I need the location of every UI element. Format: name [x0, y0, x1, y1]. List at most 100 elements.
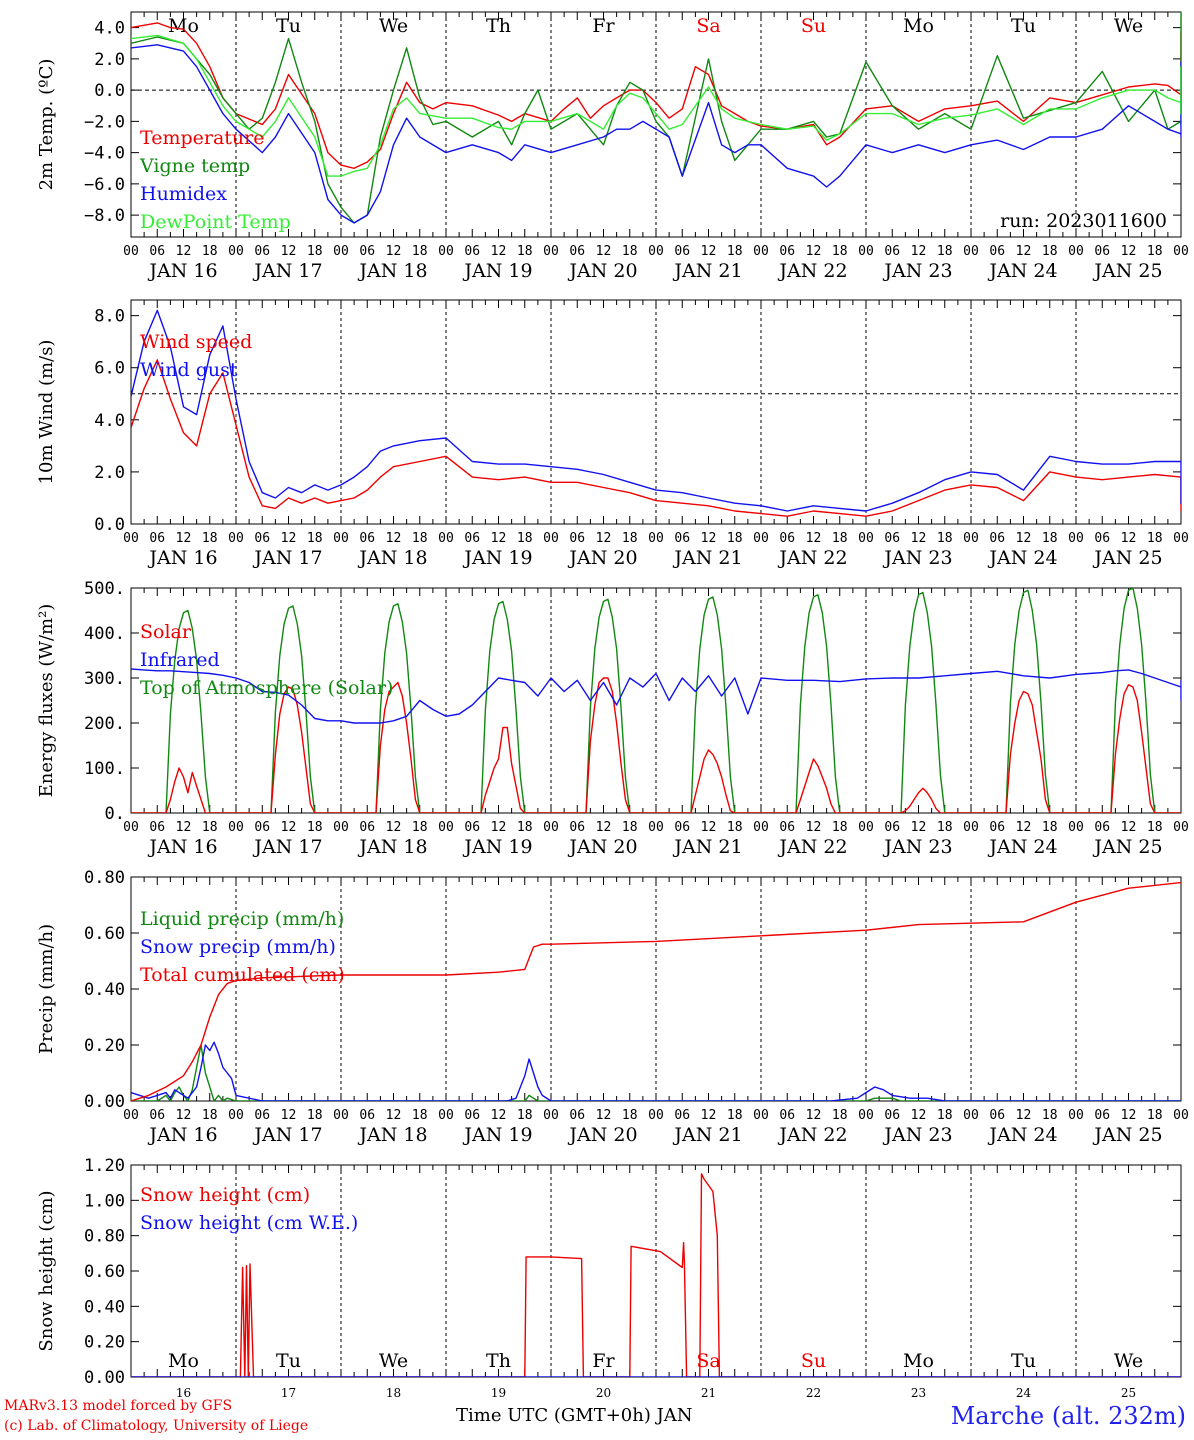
weekday-label: Tu	[1011, 15, 1036, 37]
day-label: JAN 20	[567, 1124, 637, 1146]
hour-tick-label: 18	[727, 531, 743, 546]
hour-tick-label: 00	[648, 1108, 664, 1123]
y-tick-label: 0.	[105, 804, 125, 824]
hour-tick-label: 18	[1042, 820, 1058, 835]
hour-tick-label: 12	[806, 1108, 822, 1123]
weekday-label: Tu	[276, 1350, 301, 1372]
hour-tick-label: 00	[1173, 1108, 1189, 1123]
series-line-top-of-atmosphere-solar-	[131, 588, 1181, 813]
y-axis-label: Precip (mm/h)	[36, 924, 57, 1054]
hour-tick-label: 06	[464, 244, 480, 259]
hour-tick-label: 06	[989, 531, 1005, 546]
day-number-label: 19	[491, 1386, 506, 1400]
y-tick-label: 500.	[84, 579, 125, 599]
y-tick-label: 6.0	[94, 359, 125, 379]
y-axis-label: Energy fluxes (W/m²)	[36, 604, 57, 798]
hour-tick-label: 00	[858, 531, 874, 546]
run-annotation: run: 2023011600	[1000, 210, 1167, 232]
day-label: JAN 23	[882, 260, 952, 282]
hour-tick-label: 00	[1068, 244, 1084, 259]
hour-tick-label: 12	[1121, 244, 1137, 259]
y-tick-label: 1.00	[84, 1191, 125, 1211]
day-label: JAN 18	[357, 1124, 427, 1146]
day-label: JAN 23	[882, 836, 952, 858]
y-tick-label: −2.0	[84, 112, 125, 132]
hour-tick-label: 00	[228, 244, 244, 259]
hour-tick-label: 18	[1042, 1108, 1058, 1123]
series-line-temperature	[131, 22, 1181, 170]
weekday-label: Th	[486, 1350, 511, 1372]
hour-tick-label: 06	[1094, 820, 1110, 835]
day-number-label: 25	[1121, 1386, 1136, 1400]
day-label: JAN 23	[882, 1124, 952, 1146]
weekday-label: We	[1114, 15, 1143, 37]
day-label: JAN 20	[567, 836, 637, 858]
hour-tick-label: 00	[1068, 820, 1084, 835]
hour-tick-label: 00	[543, 1108, 559, 1123]
y-tick-label: 0.40	[84, 980, 125, 1000]
y-tick-label: −6.0	[84, 175, 125, 195]
hour-tick-label: 12	[911, 1108, 927, 1123]
hour-tick-label: 18	[832, 820, 848, 835]
legend-entry: Wind speed	[140, 331, 252, 353]
hour-tick-label: 00	[333, 1108, 349, 1123]
hour-tick-label: 00	[1173, 244, 1189, 259]
hour-tick-label: 12	[176, 531, 192, 546]
weekday-label: Fr	[592, 15, 615, 37]
hour-tick-label: 06	[779, 1108, 795, 1123]
weekday-label: Sa	[696, 1350, 720, 1372]
weekday-label: Su	[801, 1350, 826, 1372]
hour-tick-label: 12	[911, 531, 927, 546]
hour-tick-label: 06	[989, 244, 1005, 259]
y-tick-label: 4.0	[94, 19, 125, 39]
hour-tick-label: 06	[464, 820, 480, 835]
y-tick-label: 2.0	[94, 50, 125, 70]
day-label: JAN 19	[462, 836, 532, 858]
series-line-snow-height-cm-	[131, 1173, 1181, 1377]
legend-entry: Snow height (cm W.E.)	[140, 1212, 358, 1234]
hour-tick-label: 06	[779, 820, 795, 835]
y-tick-label: 0.0	[94, 81, 125, 101]
hour-tick-label: 00	[228, 1108, 244, 1123]
day-number-label: 17	[281, 1386, 296, 1400]
day-label: JAN 24	[987, 836, 1057, 858]
hour-tick-label: 18	[832, 531, 848, 546]
hour-tick-label: 06	[674, 244, 690, 259]
y-tick-label: 0.20	[84, 1036, 125, 1056]
hour-tick-label: 18	[202, 531, 218, 546]
legend-entry: Humidex	[140, 183, 227, 205]
hour-tick-label: 06	[569, 244, 585, 259]
hour-tick-label: 06	[569, 820, 585, 835]
day-label: JAN 21	[672, 1124, 742, 1146]
hour-tick-label: 00	[438, 1108, 454, 1123]
y-tick-label: 0.40	[84, 1297, 125, 1317]
series-line-snow-precip-mm-h-	[131, 1041, 1181, 1101]
y-tick-label: 0.80	[84, 1227, 125, 1247]
series-line-dewpoint-temp	[131, 34, 1181, 177]
day-number-label: 23	[911, 1386, 926, 1400]
hour-tick-label: 12	[1121, 820, 1137, 835]
hour-tick-label: 00	[1173, 531, 1189, 546]
hour-tick-label: 12	[176, 1108, 192, 1123]
hour-tick-label: 06	[884, 244, 900, 259]
hour-tick-label: 18	[412, 820, 428, 835]
hour-tick-label: 12	[1121, 531, 1137, 546]
day-label: JAN 18	[357, 547, 427, 569]
hour-tick-label: 18	[727, 820, 743, 835]
hour-tick-label: 00	[648, 531, 664, 546]
hour-tick-label: 12	[596, 531, 612, 546]
hour-tick-label: 00	[228, 531, 244, 546]
y-tick-label: 300.	[84, 669, 125, 689]
hour-tick-label: 12	[596, 244, 612, 259]
hour-tick-label: 12	[176, 244, 192, 259]
series-line-total-cumulated-cm-	[131, 881, 1181, 1101]
day-label: JAN 16	[147, 836, 217, 858]
weekday-label: Sa	[696, 15, 720, 37]
hour-tick-label: 12	[1016, 1108, 1032, 1123]
y-tick-label: 1.20	[84, 1156, 125, 1176]
hour-tick-label: 18	[517, 244, 533, 259]
hour-tick-label: 18	[937, 531, 953, 546]
y-tick-label: 2.0	[94, 463, 125, 483]
hour-tick-label: 18	[1042, 244, 1058, 259]
